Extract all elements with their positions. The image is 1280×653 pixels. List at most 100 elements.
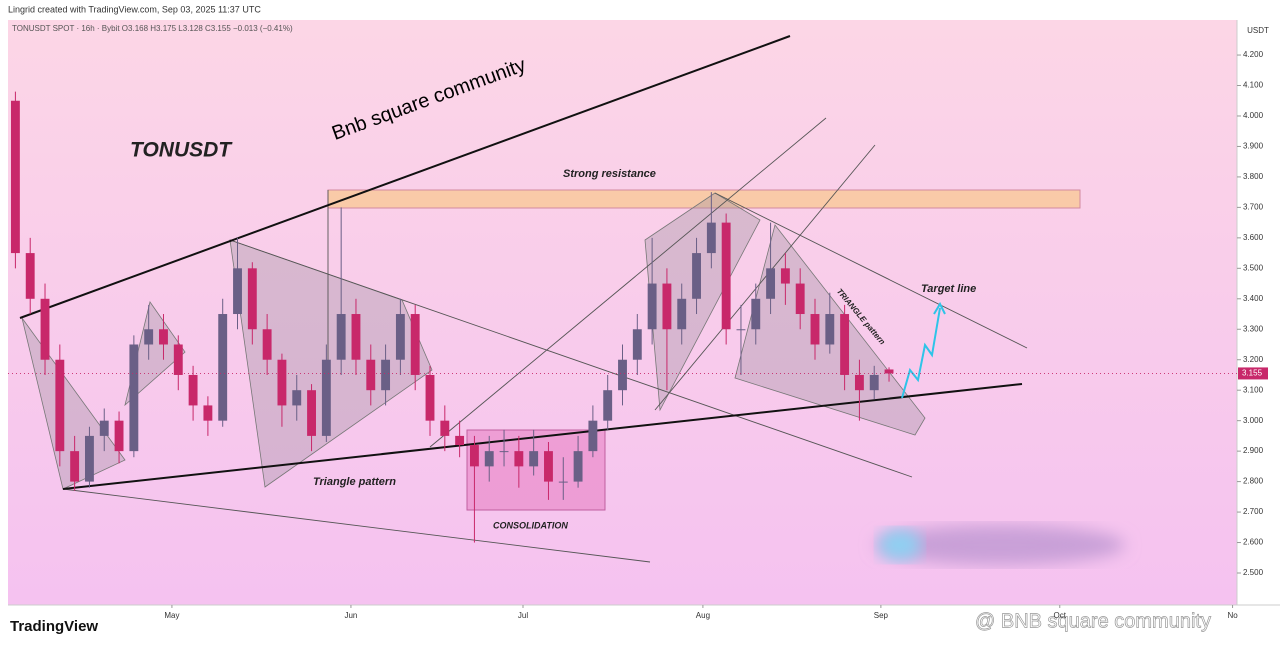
- candle-body: [469, 445, 479, 467]
- candle-body: [144, 329, 154, 345]
- candle-body: [795, 283, 805, 315]
- candle-body: [618, 359, 627, 391]
- candle-body: [395, 314, 405, 360]
- y-tick-label: 3.700: [1243, 202, 1264, 211]
- candle-body: [721, 222, 731, 330]
- trend-line: [654, 144, 876, 411]
- candle-body: [381, 359, 391, 391]
- candle-body: [662, 283, 672, 330]
- candle-body: [677, 298, 687, 330]
- last-price-tag: [1238, 367, 1268, 380]
- candle-body: [277, 359, 287, 406]
- candle-body: [736, 329, 746, 331]
- candle-body: [588, 420, 598, 452]
- candle-body: [544, 451, 553, 482]
- candle-body: [366, 359, 376, 391]
- candle-body: [558, 481, 568, 483]
- candle-body: [499, 451, 509, 453]
- candle-body: [99, 420, 109, 436]
- candle-body: [40, 298, 50, 360]
- candle-body: [336, 314, 346, 360]
- x-tick-label: Jun: [344, 611, 357, 620]
- watermark: @ BNB square community: [975, 610, 1211, 632]
- candle-body: [159, 329, 168, 345]
- candle-body: [203, 405, 213, 421]
- candle-body: [129, 344, 139, 452]
- candle-body: [233, 268, 242, 315]
- y-tick-label: 3.300: [1243, 324, 1264, 333]
- y-tick-label: 4.200: [1243, 50, 1264, 59]
- candle-body: [218, 314, 228, 421]
- candle-body: [825, 314, 835, 345]
- y-tick-label: 3.100: [1243, 385, 1264, 394]
- candle-body: [647, 283, 657, 330]
- candle-body: [351, 314, 361, 360]
- annotation: Triangle pattern: [313, 476, 396, 488]
- candle-body: [292, 390, 302, 406]
- candle-body: [514, 451, 524, 467]
- y-tick-label: 2.500: [1243, 568, 1264, 577]
- y-tick-label: 4.000: [1243, 111, 1264, 120]
- blur: [875, 525, 1125, 565]
- x-tick-label: May: [164, 611, 179, 620]
- candle-body: [810, 314, 820, 345]
- y-tick-label: 4.100: [1243, 81, 1264, 90]
- candle-body: [573, 451, 583, 482]
- support-line: [62, 383, 1023, 490]
- annotation: Strong resistance: [563, 168, 656, 180]
- candle-body: [854, 374, 864, 391]
- candle-body: [188, 374, 198, 406]
- pattern: [21, 317, 126, 490]
- candle-body: [247, 268, 257, 330]
- target-line: [714, 192, 1028, 349]
- y-tick-label: 3.500: [1243, 263, 1264, 272]
- trend-line: [429, 117, 827, 448]
- y-tick-label: 3.000: [1243, 416, 1264, 425]
- y-tick-label: 3.900: [1243, 142, 1264, 151]
- candle-body: [114, 420, 124, 452]
- candle-body: [840, 314, 850, 375]
- candle-body: [55, 359, 65, 452]
- x-tick-label: Oct: [1054, 611, 1067, 620]
- x-tick-label: Sep: [874, 611, 889, 620]
- header: Lingrid created with TradingView.com, Se…: [8, 4, 261, 14]
- plot-bg: [8, 20, 1237, 605]
- candle-body: [603, 390, 613, 421]
- annotation: Target line: [921, 283, 976, 295]
- candle-body: [10, 100, 20, 254]
- y-tick-label: 2.600: [1243, 538, 1264, 547]
- pattern: [644, 192, 761, 412]
- y-tick-label: 3.600: [1243, 233, 1264, 242]
- candle-body: [425, 374, 435, 421]
- blur: [878, 529, 922, 561]
- candle-body: [25, 253, 35, 299]
- trend-line: [229, 239, 913, 478]
- candle-body: [751, 298, 761, 330]
- arrow-head: [933, 301, 946, 315]
- candle-body: [632, 329, 642, 360]
- candle-body: [173, 344, 183, 375]
- last-price-label: 3.155: [1242, 369, 1263, 378]
- candle-body: [529, 451, 539, 467]
- candle-body: [440, 420, 450, 436]
- candle-body: [869, 374, 879, 391]
- candle-body: [84, 435, 94, 482]
- x-tick-label: Jul: [518, 611, 528, 620]
- candle-body: [262, 329, 272, 360]
- candle-body: [410, 314, 420, 375]
- wedge-line: [19, 35, 791, 319]
- price-axis-bg: [1237, 20, 1280, 605]
- x-tick-label: Aug: [696, 611, 710, 620]
- candle-body: [766, 268, 776, 299]
- candle-body: [307, 390, 316, 436]
- candle-body: [455, 435, 465, 446]
- candle-body: [70, 451, 80, 482]
- trend-line: [62, 488, 651, 563]
- candles: [10, 91, 894, 543]
- projection: [901, 307, 941, 399]
- candle-body: [321, 359, 331, 436]
- title: TONUSDT: [130, 139, 233, 162]
- candle-body: [706, 222, 716, 254]
